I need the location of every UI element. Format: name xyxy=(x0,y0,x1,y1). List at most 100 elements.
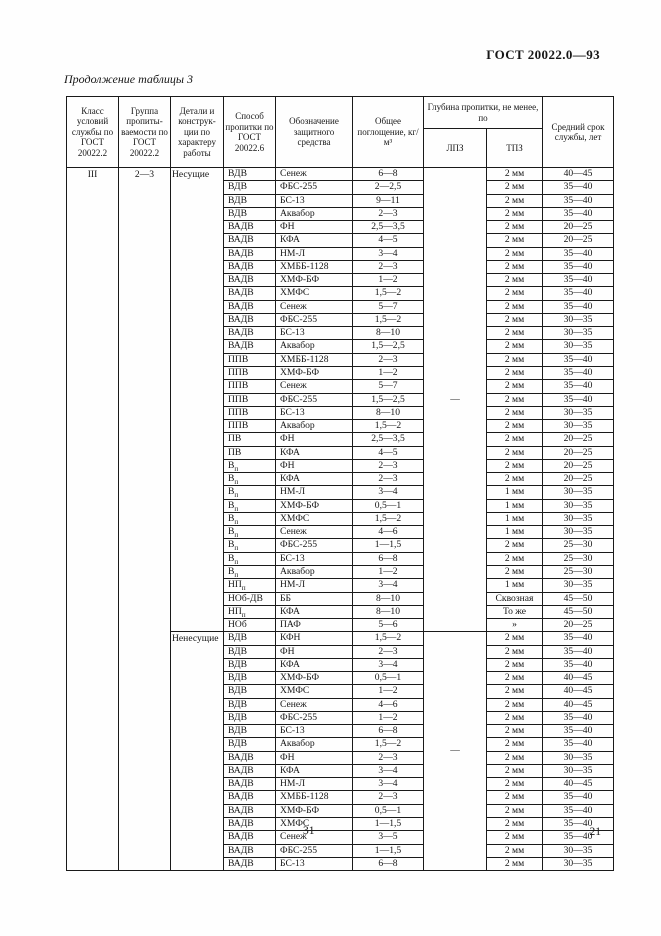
life-cell: 35—40 xyxy=(542,830,614,845)
tpz-cell: 2 мм xyxy=(486,392,543,407)
agent-cell: ФБС-255 xyxy=(275,843,353,858)
table-row: ВДВ ФБС-255 1—2 2 мм 35—40 xyxy=(67,710,614,726)
absorption-cell: 2,5—3,5 xyxy=(352,220,424,235)
table-row: ППВ Сенеж 5—7 2 мм 35—40 xyxy=(67,379,614,394)
table-row: Ненесущие ВДВ КФН 1,5—2—2 мм 35—40 xyxy=(67,631,614,872)
method-cell: Вп xyxy=(223,458,276,474)
agent-cell: ФН xyxy=(275,644,353,659)
method-cell: Вп xyxy=(223,525,276,540)
table-row: ВАДВ Сенеж 3—5 2 мм 35—40 xyxy=(67,830,614,845)
agent-cell: Аквабор xyxy=(275,419,353,434)
method-cell: ВДВ xyxy=(223,180,276,195)
tpz-cell: 2 мм xyxy=(486,671,543,686)
absorption-cell: 3—4 xyxy=(352,777,424,792)
method-cell: ВДВ xyxy=(223,737,276,752)
absorption-cell: 2—3 xyxy=(352,259,424,275)
tpz-cell: 1 мм xyxy=(486,578,543,593)
page-number-center: 31 xyxy=(303,825,315,837)
absorption-cell: 3—4 xyxy=(352,578,424,593)
life-cell: 35—40 xyxy=(542,657,614,673)
method-cell: ВДВ xyxy=(223,697,276,712)
agent-cell: БС-13 xyxy=(275,193,353,208)
details-cell: Ненесущие xyxy=(170,631,224,872)
tpz-cell: 2 мм xyxy=(486,365,543,381)
tpz-cell: 2 мм xyxy=(486,551,543,566)
agent-cell: ФБС-255 xyxy=(275,538,353,553)
method-cell: Вп xyxy=(223,564,276,580)
method-cell: Вп xyxy=(223,511,276,527)
method-cell: ВАДВ xyxy=(223,273,276,288)
life-cell: 35—40 xyxy=(542,286,614,301)
method-cell: НПп xyxy=(223,578,276,593)
method-cell: ВАДВ xyxy=(223,220,276,235)
table-row: ППВ Аквабор 1,5—2 2 мм 30—35 xyxy=(67,419,614,434)
lpz-cell: — xyxy=(423,166,487,633)
table-row: ВДВ ХМФ-БФ 0,5—1 2 мм 40—45 xyxy=(67,671,614,686)
absorption-cell: 1—2 xyxy=(352,365,424,381)
method-cell: ВАДВ xyxy=(223,339,276,354)
method-cell: НОб-ДВ xyxy=(223,591,276,606)
absorption-cell: 1,5—2 xyxy=(352,631,424,646)
tpz-cell: 2 мм xyxy=(486,697,543,712)
table-row: ВАДВ ХМФС 1—1,5 2 мм 35—40 xyxy=(67,817,614,832)
life-cell: 20—25 xyxy=(542,458,614,474)
tpz-cell: 2 мм xyxy=(486,830,543,845)
agent-cell: Сенеж xyxy=(275,379,353,394)
table-row: НОб ПАФ 5—6 » 20—25 xyxy=(67,618,614,633)
table-row: ВАДВ ФБС-255 1—1,5 2 мм 30—35 xyxy=(67,843,614,858)
life-cell: 20—25 xyxy=(542,445,614,460)
absorption-cell: 4—6 xyxy=(352,697,424,712)
absorption-cell: 4—5 xyxy=(352,233,424,248)
tpz-cell: 2 мм xyxy=(486,220,543,235)
method-cell: ППВ xyxy=(223,392,276,407)
agent-cell: Аквабор xyxy=(275,737,353,752)
life-cell: 35—40 xyxy=(542,737,614,752)
agent-cell: ФБС-255 xyxy=(275,392,353,407)
life-cell: 25—30 xyxy=(542,564,614,580)
tpz-cell: 2 мм xyxy=(486,737,543,752)
tpz-cell: 2 мм xyxy=(486,445,543,460)
absorption-cell: 8—10 xyxy=(352,326,424,341)
tpz-cell: 2 мм xyxy=(486,206,543,222)
absorption-cell: 1,5—2,5 xyxy=(352,339,424,354)
tpz-cell: 2 мм xyxy=(486,856,543,872)
agent-cell: БС-13 xyxy=(275,856,353,872)
lpz-cell: — xyxy=(423,631,487,872)
agent-cell: КФН xyxy=(275,631,353,646)
table-row: ВДВ ХМФС 1—2 2 мм 40—45 xyxy=(67,684,614,699)
absorption-cell: 5—7 xyxy=(352,299,424,314)
agent-cell: КФА xyxy=(275,233,353,248)
agent-cell: БС-13 xyxy=(275,405,353,421)
method-cell: ППВ xyxy=(223,405,276,421)
tpz-cell: 2 мм xyxy=(486,326,543,341)
agent-cell: ХМФС xyxy=(275,684,353,699)
life-cell: 30—35 xyxy=(542,419,614,434)
table-row: ВАДВ ХМББ-1128 2—3 2 мм 35—40 xyxy=(67,790,614,805)
absorption-cell: 0,5—1 xyxy=(352,671,424,686)
life-cell: 35—40 xyxy=(542,392,614,407)
absorption-cell: 1,5—2 xyxy=(352,511,424,527)
table-row: ПВ ФН 2,5—3,5 2 мм 20—25 xyxy=(67,432,614,447)
table-row: НОб-ДВ ББ 8—10 Сквозная 45—50 xyxy=(67,591,614,606)
method-cell: ВАДВ xyxy=(223,817,276,832)
agent-cell: ПАФ xyxy=(275,618,353,633)
table-header: Класс условий службы по ГОСТ 20022.2 Гру… xyxy=(66,96,614,168)
tpz-cell: 2 мм xyxy=(486,790,543,805)
table-body: III 2—3 Несущие ВДВ Сенеж 6—8—2 мм 40—45 ВДВ ФБС… xyxy=(66,166,614,872)
tpz-cell: 2 мм xyxy=(486,246,543,261)
life-cell: 30—35 xyxy=(542,525,614,540)
absorption-cell: 8—10 xyxy=(352,604,424,620)
tpz-cell: 2 мм xyxy=(486,273,543,288)
table-row: ВАДВ ХМФ-БФ 0,5—1 2 мм 35—40 xyxy=(67,803,614,819)
life-cell: 30—35 xyxy=(542,511,614,527)
absorption-cell: 1,5—2 xyxy=(352,737,424,752)
life-cell: 35—40 xyxy=(542,790,614,805)
agent-cell: НМ-Л xyxy=(275,578,353,593)
absorption-cell: 6—8 xyxy=(352,166,424,182)
absorption-cell: 3—4 xyxy=(352,485,424,500)
agent-cell: ФН xyxy=(275,458,353,474)
life-cell: 20—25 xyxy=(542,220,614,235)
agent-cell: ФБС-255 xyxy=(275,312,353,328)
tpz-cell: 2 мм xyxy=(486,193,543,208)
agent-cell: ФБС-255 xyxy=(275,180,353,195)
